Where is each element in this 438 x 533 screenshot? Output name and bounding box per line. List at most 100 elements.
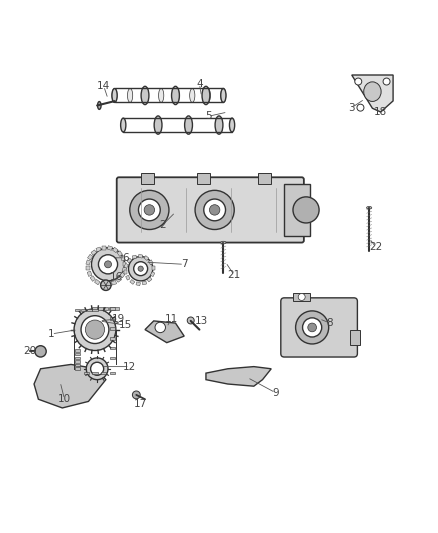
Bar <box>110 357 115 359</box>
Bar <box>95 279 100 285</box>
Bar <box>96 247 101 252</box>
Bar <box>127 258 132 263</box>
Bar <box>152 266 155 270</box>
Text: 4: 4 <box>196 79 203 88</box>
Ellipse shape <box>221 241 226 244</box>
Ellipse shape <box>215 116 223 134</box>
Text: 1: 1 <box>48 329 55 339</box>
Bar <box>116 277 122 282</box>
Circle shape <box>355 78 362 85</box>
Text: 18: 18 <box>374 107 387 117</box>
Bar <box>90 276 95 281</box>
Bar <box>120 272 125 278</box>
Circle shape <box>298 294 305 301</box>
Bar <box>75 360 80 363</box>
Bar <box>117 251 123 256</box>
Bar <box>122 267 127 272</box>
Circle shape <box>383 78 390 85</box>
Circle shape <box>74 309 116 351</box>
Text: 15: 15 <box>119 320 132 330</box>
Bar <box>110 337 115 340</box>
Bar <box>75 364 80 366</box>
Text: 14: 14 <box>97 81 110 91</box>
Polygon shape <box>352 75 393 112</box>
Bar <box>110 347 115 349</box>
Bar <box>110 327 115 330</box>
Bar <box>88 254 93 260</box>
Bar <box>110 317 115 320</box>
Text: 17: 17 <box>134 399 147 409</box>
Bar <box>126 275 130 280</box>
Bar <box>75 349 80 352</box>
Bar <box>102 246 106 249</box>
Circle shape <box>303 318 322 337</box>
Text: 13: 13 <box>195 316 208 326</box>
Circle shape <box>81 316 109 344</box>
FancyBboxPatch shape <box>117 177 304 243</box>
Polygon shape <box>206 367 271 386</box>
Bar <box>150 272 155 277</box>
Ellipse shape <box>205 88 210 102</box>
Bar <box>75 357 80 359</box>
Ellipse shape <box>367 206 372 209</box>
Circle shape <box>134 262 148 276</box>
Circle shape <box>35 346 46 357</box>
Text: 22: 22 <box>369 242 382 252</box>
Ellipse shape <box>185 116 192 134</box>
Ellipse shape <box>221 88 226 102</box>
Bar <box>124 270 127 274</box>
Bar <box>107 246 113 251</box>
Text: 21: 21 <box>228 270 241 280</box>
Ellipse shape <box>221 88 226 102</box>
Bar <box>92 309 98 311</box>
Bar <box>284 184 311 236</box>
Bar <box>109 308 114 310</box>
Polygon shape <box>34 365 106 408</box>
Text: 16: 16 <box>110 272 124 282</box>
Circle shape <box>308 323 317 332</box>
Circle shape <box>209 205 220 215</box>
Text: 8: 8 <box>327 318 333 328</box>
Circle shape <box>132 391 140 399</box>
Text: 11: 11 <box>165 314 178 324</box>
Bar <box>142 281 147 285</box>
Text: 12: 12 <box>123 361 136 372</box>
Circle shape <box>155 322 166 333</box>
Bar <box>258 173 271 184</box>
Ellipse shape <box>112 88 117 102</box>
Circle shape <box>88 323 102 336</box>
Ellipse shape <box>154 116 162 134</box>
Bar <box>84 372 89 375</box>
Ellipse shape <box>143 88 148 102</box>
Bar <box>113 247 118 253</box>
Polygon shape <box>145 321 184 343</box>
Circle shape <box>195 190 234 230</box>
Bar <box>91 250 96 255</box>
Bar <box>130 279 135 284</box>
Circle shape <box>92 248 124 281</box>
Bar <box>86 266 90 270</box>
Ellipse shape <box>141 86 149 104</box>
Bar <box>144 256 149 261</box>
Bar <box>98 308 103 310</box>
Bar <box>147 277 152 282</box>
Circle shape <box>130 190 169 230</box>
Text: 9: 9 <box>272 387 279 398</box>
Bar <box>106 282 111 286</box>
Ellipse shape <box>112 88 117 102</box>
Circle shape <box>138 199 160 221</box>
Bar <box>136 282 141 286</box>
Text: 19: 19 <box>112 314 126 324</box>
FancyBboxPatch shape <box>281 298 357 357</box>
Ellipse shape <box>127 88 133 102</box>
Circle shape <box>101 280 111 290</box>
Circle shape <box>91 362 104 375</box>
Bar <box>87 309 92 311</box>
Text: 7: 7 <box>181 260 187 269</box>
Circle shape <box>293 197 319 223</box>
Bar <box>124 263 128 268</box>
Text: 2: 2 <box>159 220 166 230</box>
Bar <box>120 256 125 261</box>
Ellipse shape <box>98 102 101 109</box>
Bar <box>75 353 80 356</box>
